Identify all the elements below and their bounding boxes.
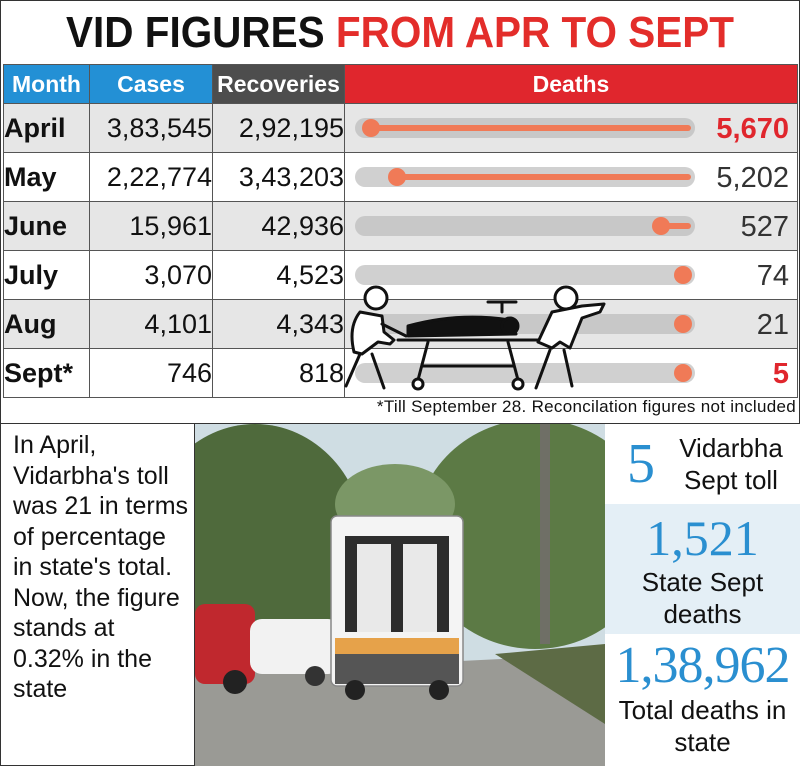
title-part-2: FROM APR TO SEPT: [335, 8, 735, 57]
stat-label-total: Total deaths in state: [618, 695, 787, 757]
cell-cases: 4,101: [89, 299, 213, 349]
deaths-bar-dot: [652, 217, 671, 235]
deaths-bar-track: [355, 216, 695, 236]
stat-value-vidarbha: 5: [627, 433, 655, 495]
deaths-value: 21: [756, 309, 789, 341]
left-text: In April, Vidarbha's toll was 21 in term…: [13, 431, 189, 703]
stretcher-illustration: [344, 285, 606, 391]
cell-deaths: 5,202: [344, 152, 798, 202]
deaths-value: 74: [756, 260, 789, 292]
stat-vidarbha-sept: 5 Vidarbha Sept toll: [605, 424, 800, 504]
stat-state-sept: 1,521 State Sept deaths: [605, 504, 800, 634]
stat-label-state-sept: State Sept deaths: [641, 567, 764, 629]
stat-total-deaths: 1,38,962 Total deaths in state: [605, 634, 800, 766]
cell-cases: 3,070: [89, 250, 213, 300]
cell-deaths: 5,670: [344, 103, 798, 153]
table-row: May 2,22,774 3,43,203 5,202: [3, 152, 798, 202]
cell-month: Sept*: [3, 348, 90, 398]
deaths-bar-dot: [674, 315, 692, 333]
cell-recoveries: 2,92,195: [212, 103, 345, 153]
cell-recoveries: 818: [212, 348, 345, 398]
deaths-bar-dot: [674, 266, 692, 284]
cell-recoveries: 4,523: [212, 250, 345, 300]
header-month: Month: [3, 64, 90, 104]
deaths-bar: [371, 125, 691, 131]
vidarbha-table: Month Cases Recoveries Deaths April 3,83,…: [3, 64, 798, 398]
deaths-bar-track: [355, 167, 695, 187]
footnote: *Till September 28. Reconcilation figure…: [376, 397, 796, 416]
cell-cases: 3,83,545: [89, 103, 213, 153]
divider: [0, 423, 800, 424]
header-recoveries: Recoveries: [212, 64, 345, 104]
deaths-bar: [661, 223, 691, 229]
cell-deaths: 527: [344, 201, 798, 251]
deaths-value: 5,670: [716, 113, 789, 145]
title-part-1: VID FIGURES: [65, 8, 325, 57]
cell-cases: 746: [89, 348, 213, 398]
page-title: VID FIGURES FROM APR TO SEPT: [32, 4, 768, 62]
stats-panel: 5 Vidarbha Sept toll 1,521 State Sept de…: [605, 424, 800, 766]
deaths-value: 5: [772, 358, 789, 390]
table-row: April 3,83,545 2,92,195 5,670: [3, 103, 798, 153]
deaths-bar-track: [355, 265, 695, 285]
header-deaths: Deaths: [344, 64, 798, 104]
deaths-bar-dot: [388, 168, 407, 186]
deaths-bar-dot: [362, 119, 380, 137]
hearse-photo-drawing: [195, 424, 605, 766]
stat-value-total: 1,38,962: [615, 637, 791, 694]
deaths-bar-track: [355, 118, 695, 138]
deaths-value: 527: [740, 211, 789, 243]
deaths-bar-dot: [674, 364, 692, 382]
cell-month: April: [3, 103, 90, 153]
cell-month: Aug: [3, 299, 90, 349]
cell-recoveries: 3,43,203: [212, 152, 345, 202]
cell-month: May: [3, 152, 90, 202]
cell-recoveries: 42,936: [212, 201, 345, 251]
table-row: June 15,961 42,936 527: [3, 201, 798, 251]
cell-month: June: [3, 201, 90, 251]
cell-recoveries: 4,343: [212, 299, 345, 349]
stat-label-vidarbha: Vidarbha Sept toll: [679, 433, 783, 495]
deaths-value: 5,202: [716, 162, 789, 194]
cell-month: July: [3, 250, 90, 300]
deaths-bar-track: [355, 363, 695, 383]
cell-cases: 2,22,774: [89, 152, 213, 202]
stat-value-state-sept: 1,521: [646, 510, 759, 566]
cell-cases: 15,961: [89, 201, 213, 251]
header-cases: Cases: [89, 64, 213, 104]
hearse-photo: [195, 424, 605, 766]
deaths-bar: [397, 174, 691, 180]
